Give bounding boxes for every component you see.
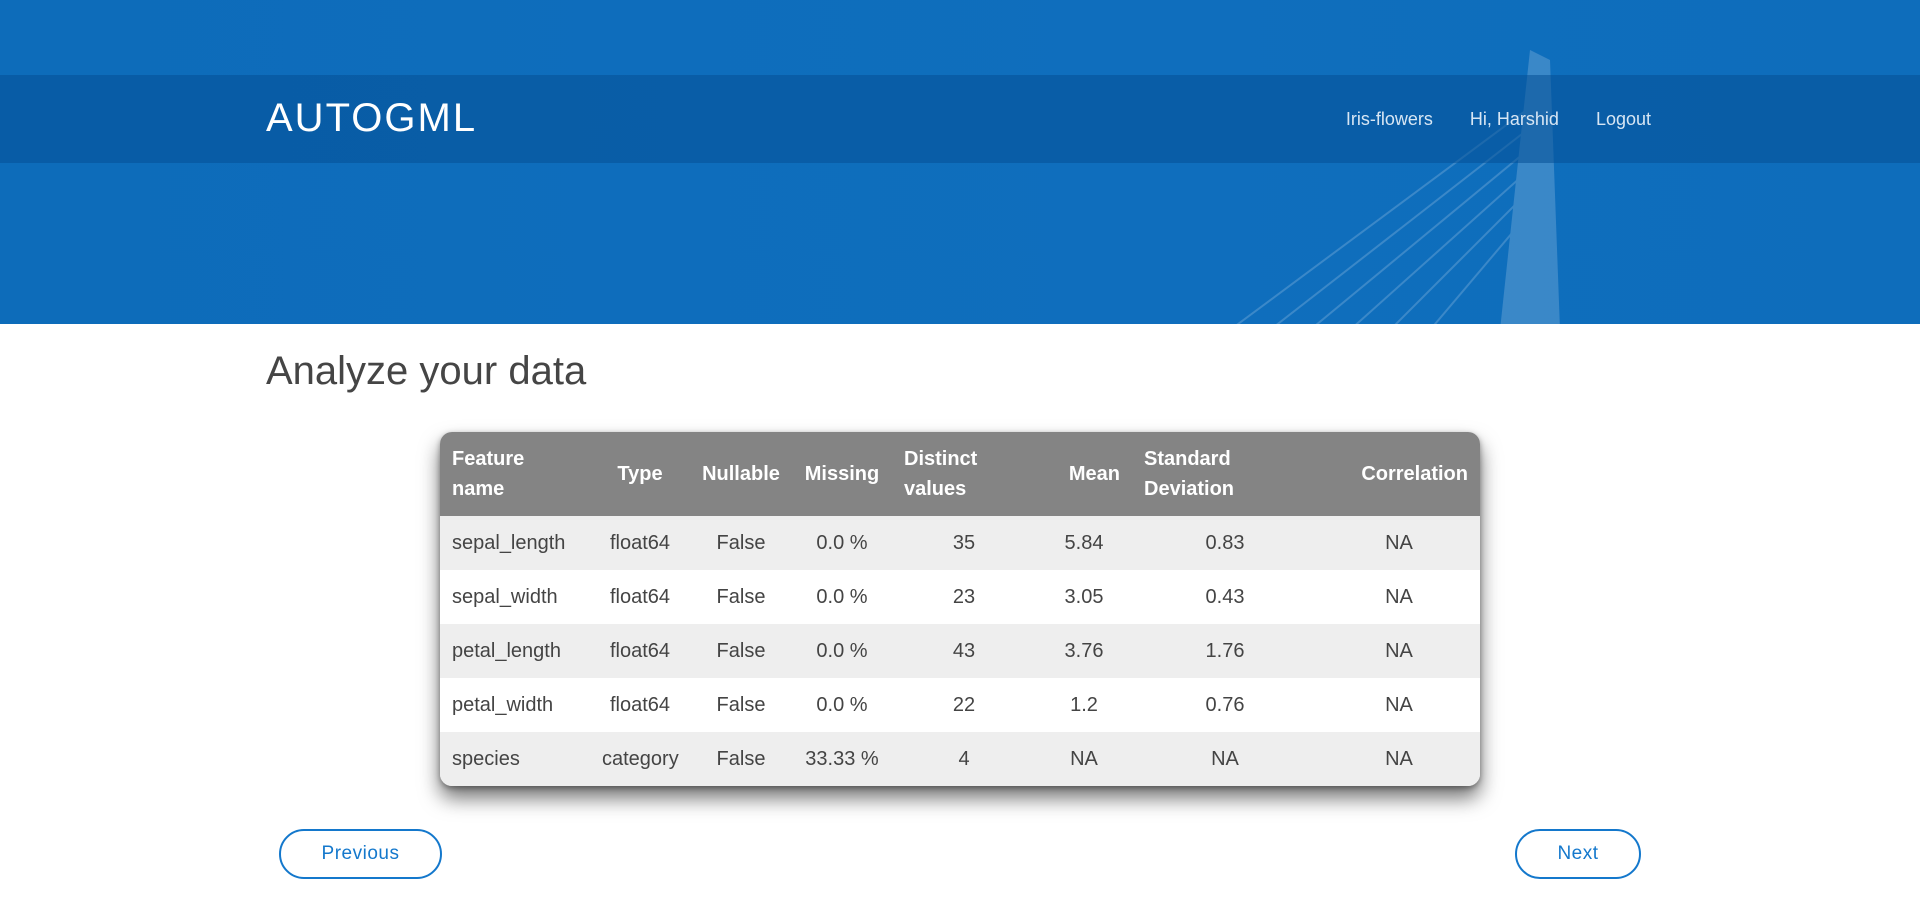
- cell-feature-name: petal_length: [452, 639, 561, 662]
- column-header-missing: Missing: [804, 463, 880, 485]
- column-header-correlation: Correlation: [1361, 463, 1468, 485]
- cell-mean: 1.2: [1070, 693, 1098, 716]
- table-row: petal_length float64 False 0.0 % 43 3.76…: [440, 624, 1480, 678]
- cell-standard-deviation: NA: [1211, 747, 1239, 770]
- cell-type: float64: [609, 639, 671, 662]
- cell-type: category: [602, 747, 679, 770]
- column-header-type: Type: [617, 463, 663, 485]
- top-navbar: [0, 75, 1920, 163]
- column-header-distinct-values: Distinct values: [904, 448, 978, 500]
- cell-missing: 33.33 %: [805, 747, 879, 770]
- cell-feature-name: sepal_length: [452, 531, 566, 554]
- nav-link-project[interactable]: Iris-flowers: [1345, 109, 1433, 129]
- table-row: species category False 33.33 % 4 NA NA N…: [440, 732, 1480, 786]
- cell-feature-name: petal_width: [452, 693, 554, 716]
- cell-correlation: NA: [1385, 639, 1413, 662]
- cell-standard-deviation: 0.83: [1205, 531, 1245, 554]
- nav-link-logout[interactable]: Logout: [1595, 109, 1651, 129]
- cell-missing: 0.0 %: [816, 531, 868, 554]
- cell-standard-deviation: 0.76: [1205, 693, 1245, 716]
- cell-feature-name: species: [452, 747, 520, 770]
- feature-table: Feature name Type Nullable Missing Disti…: [440, 432, 1480, 786]
- cell-correlation: NA: [1385, 585, 1413, 608]
- cell-feature-name: sepal_width: [452, 585, 558, 608]
- cell-missing: 0.0 %: [816, 585, 868, 608]
- table-header-row: Feature name Type Nullable Missing Disti…: [440, 432, 1480, 516]
- cell-missing: 0.0 %: [816, 639, 868, 662]
- table-row: sepal_width float64 False 0.0 % 23 3.05 …: [440, 570, 1480, 624]
- cell-standard-deviation: 1.76: [1205, 639, 1245, 662]
- previous-button[interactable]: Previous: [279, 829, 442, 879]
- column-header-standard-deviation: Standard Deviation: [1144, 448, 1235, 500]
- cell-mean: 3.05: [1064, 585, 1104, 608]
- brand-logo[interactable]: AUTOGML: [266, 96, 478, 140]
- column-header-feature-name: Feature name: [452, 448, 525, 500]
- column-header-nullable: Nullable: [702, 463, 780, 485]
- table-row: sepal_length float64 False 0.0 % 35 5.84…: [440, 516, 1480, 570]
- page-title: Analyze your data: [266, 349, 587, 393]
- cell-distinct-values: 43: [952, 639, 976, 662]
- nav-links: Iris-flowers Hi, Harshid Logout: [1346, 108, 1651, 130]
- cell-type: float64: [609, 531, 671, 554]
- next-button[interactable]: Next: [1515, 829, 1641, 879]
- table-row: petal_width float64 False 0.0 % 22 1.2 0…: [440, 678, 1480, 732]
- cell-type: float64: [609, 693, 671, 716]
- cell-distinct-values: 22: [952, 693, 976, 716]
- cell-nullable: False: [716, 747, 766, 770]
- cell-nullable: False: [716, 639, 766, 662]
- cell-distinct-values: 4: [958, 747, 970, 770]
- cell-distinct-values: 23: [952, 585, 976, 608]
- feature-table-container: Feature name Type Nullable Missing Disti…: [440, 432, 1480, 786]
- nav-link-user[interactable]: Hi, Harshid: [1469, 109, 1559, 129]
- cell-mean: 3.76: [1064, 639, 1104, 662]
- cell-type: float64: [609, 585, 671, 608]
- cell-distinct-values: 35: [952, 531, 976, 554]
- cell-missing: 0.0 %: [816, 693, 868, 716]
- cell-standard-deviation: 0.43: [1205, 585, 1245, 608]
- column-header-mean: Mean: [1068, 463, 1120, 485]
- cell-nullable: False: [716, 585, 766, 608]
- cell-nullable: False: [716, 531, 766, 554]
- cell-correlation: NA: [1385, 693, 1413, 716]
- cell-correlation: NA: [1385, 747, 1413, 770]
- cell-mean: 5.84: [1064, 531, 1104, 554]
- cell-correlation: NA: [1385, 531, 1413, 554]
- cell-mean: NA: [1070, 747, 1098, 770]
- cell-nullable: False: [716, 693, 766, 716]
